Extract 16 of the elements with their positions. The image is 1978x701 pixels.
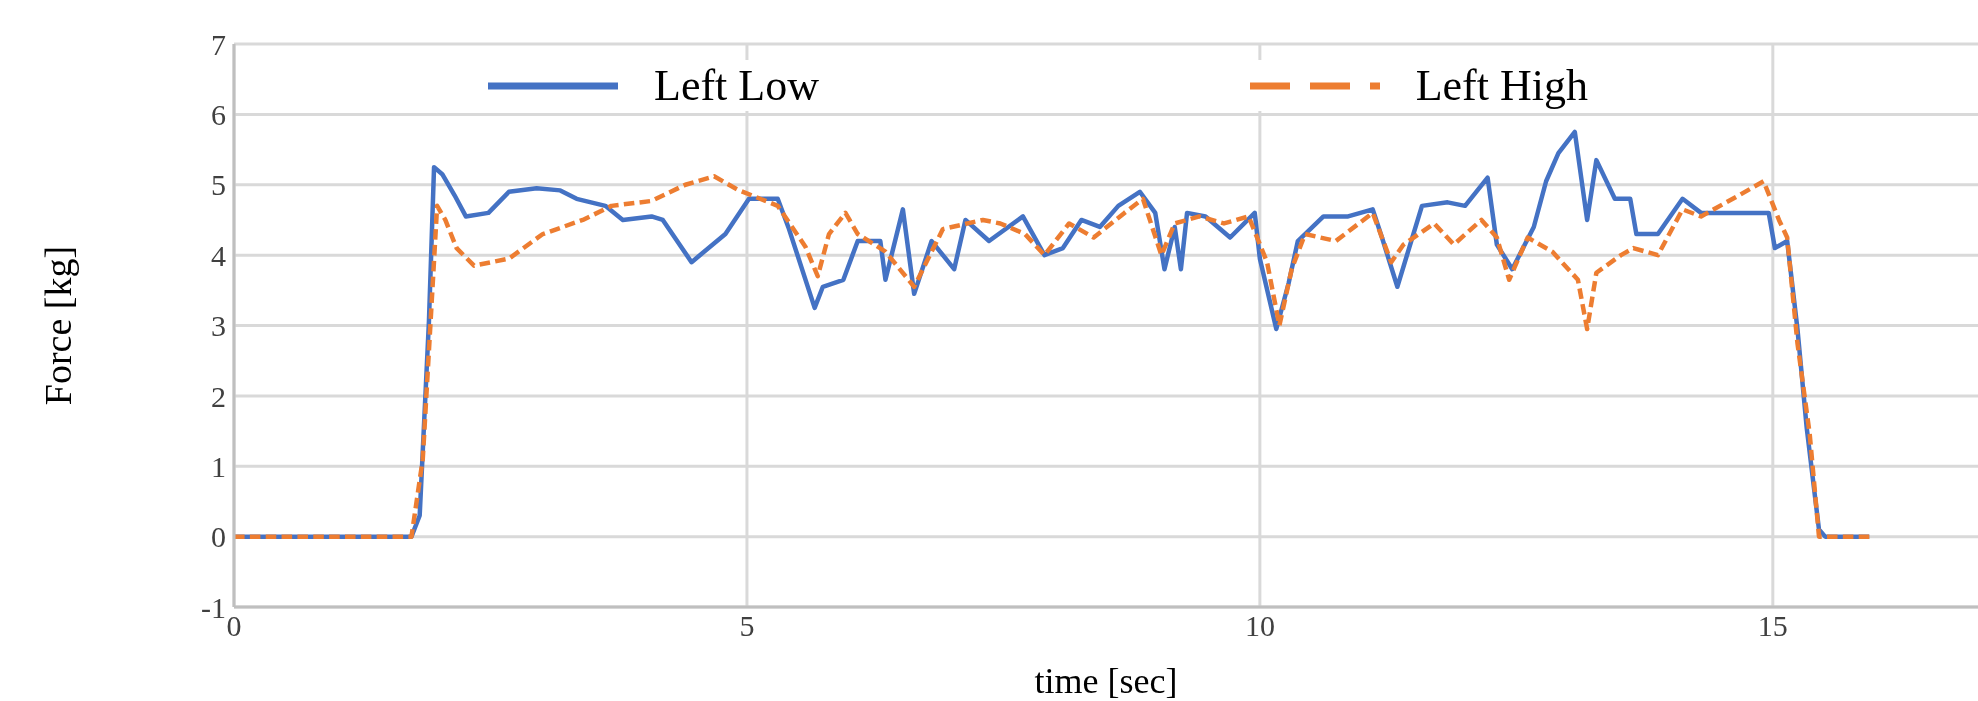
y-tick-label: 2 — [211, 379, 226, 413]
x-tick-label: 10 — [1244, 609, 1275, 643]
x-tick-label: 15 — [1757, 609, 1788, 643]
x-axis-title: time [sec] — [1034, 661, 1178, 701]
y-tick-label: 1 — [211, 449, 226, 483]
y-tick-label: 7 — [211, 27, 226, 61]
y-tick-label: -1 — [201, 590, 226, 624]
y-axis-title: Force [kg] — [37, 245, 80, 406]
y-tick-label: 4 — [211, 238, 226, 272]
legend-label: Left High — [1415, 60, 1588, 111]
legend-label: Left Low — [654, 60, 819, 111]
x-tick-label: 5 — [739, 609, 755, 643]
y-tick-label: 0 — [211, 520, 226, 554]
y-tick-label: 5 — [211, 168, 226, 202]
y-tick-label: 3 — [211, 309, 226, 343]
y-tick-label: 6 — [211, 98, 226, 132]
